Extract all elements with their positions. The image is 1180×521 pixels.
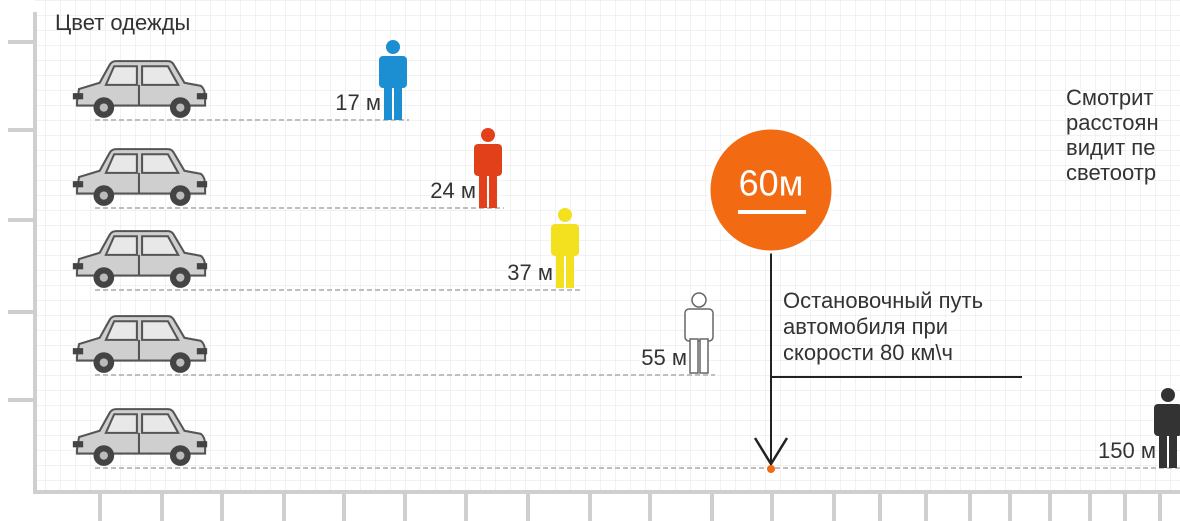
leg bbox=[566, 254, 574, 288]
grid bbox=[35, 0, 1180, 492]
head bbox=[481, 128, 495, 142]
body bbox=[1154, 404, 1180, 436]
sign-label: 60м bbox=[739, 163, 804, 204]
body bbox=[474, 144, 502, 176]
leg bbox=[556, 254, 564, 288]
leg bbox=[1169, 434, 1177, 468]
note-line: автомобиля при bbox=[783, 314, 948, 339]
side-line: Смотрит bbox=[1066, 85, 1153, 110]
leg bbox=[690, 339, 698, 373]
distance-label: 24 м bbox=[430, 178, 476, 203]
head bbox=[692, 293, 706, 307]
leg bbox=[489, 174, 497, 208]
side-line: расстоян bbox=[1066, 110, 1159, 135]
body bbox=[685, 309, 713, 341]
leg bbox=[384, 86, 392, 120]
distance-label: 150 м bbox=[1098, 438, 1156, 463]
note-line: Остановочный путь bbox=[783, 288, 983, 313]
page: Цвет одежды 17 м 24 м 37 м 55 м 150 м 60м Ос… bbox=[0, 0, 1180, 521]
distance-label: 37 м bbox=[507, 260, 553, 285]
side-line: светоотр bbox=[1066, 160, 1156, 185]
title: Цвет одежды bbox=[55, 10, 190, 35]
side-line: видит пе bbox=[1066, 135, 1155, 160]
leg bbox=[394, 86, 402, 120]
body bbox=[551, 224, 579, 256]
leg bbox=[700, 339, 708, 373]
body bbox=[379, 56, 407, 88]
note-line: скорости 80 км\ч bbox=[783, 340, 953, 365]
head bbox=[558, 208, 572, 222]
leg bbox=[1159, 434, 1167, 468]
leg bbox=[479, 174, 487, 208]
head bbox=[1161, 388, 1175, 402]
distance-label: 55 м bbox=[641, 345, 687, 370]
head bbox=[386, 40, 400, 54]
infographic: Цвет одежды 17 м 24 м 37 м 55 м 150 м 60м Ос… bbox=[0, 0, 1180, 521]
distance-label: 17 м bbox=[335, 90, 381, 115]
